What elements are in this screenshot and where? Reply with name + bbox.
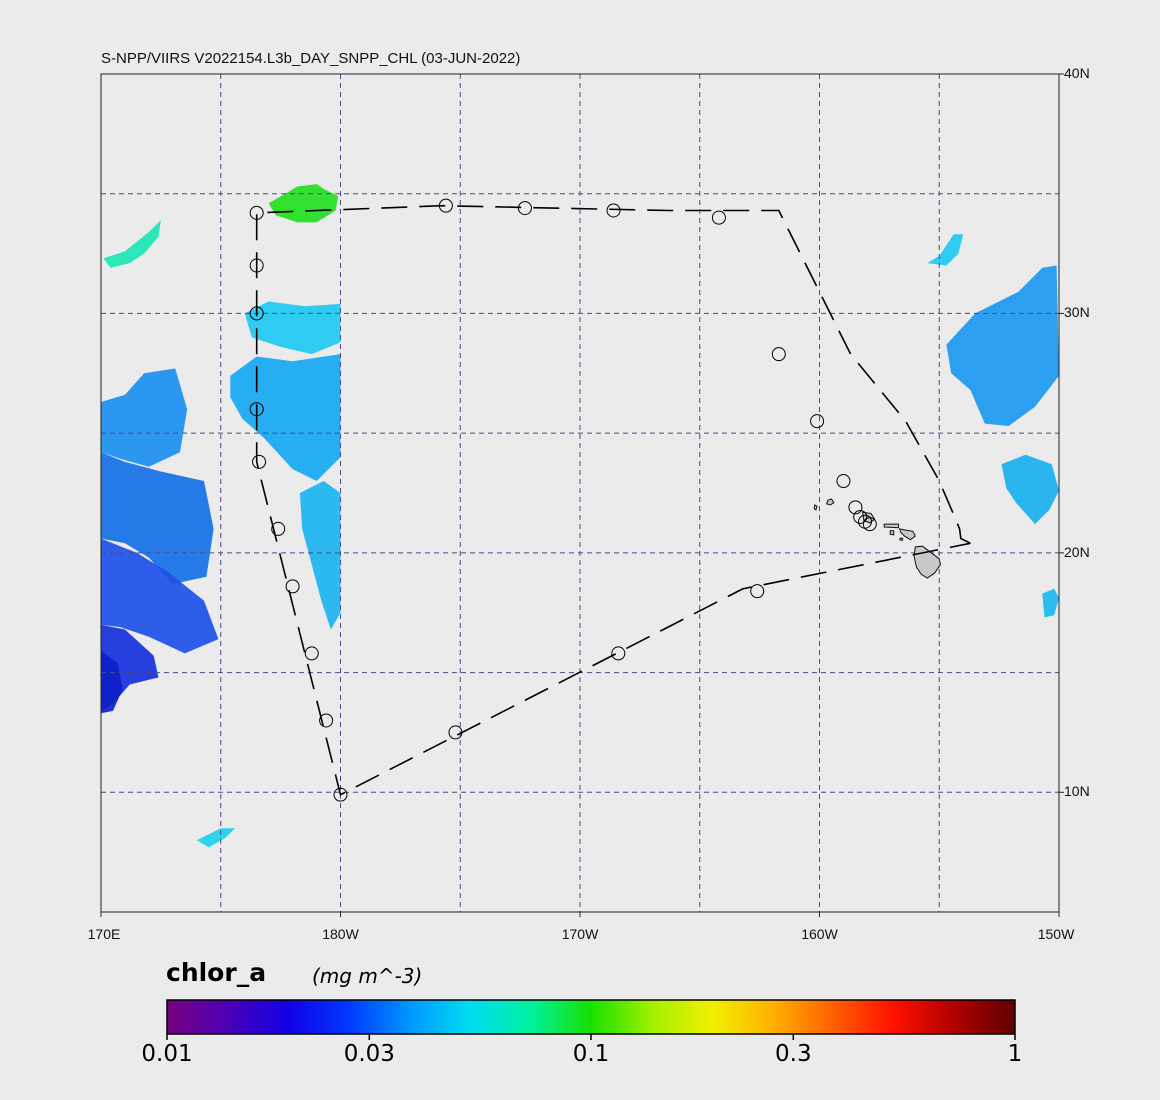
- map-title: S-NPP/VIIRS V2022154.L3b_DAY_SNPP_CHL (0…: [101, 50, 521, 67]
- island-kauai: [826, 498, 835, 506]
- colorbar-gradient: [166, 999, 1016, 1035]
- station-marker: [611, 646, 626, 661]
- chl-patch: [1001, 454, 1059, 525]
- station-marker: [750, 584, 765, 599]
- station-marker: [252, 454, 267, 469]
- station-marker: [249, 258, 264, 273]
- island-hawaii: [913, 545, 941, 579]
- lon-label: 170E: [87, 926, 121, 942]
- station-marker: [448, 725, 463, 740]
- island-molokai: [883, 523, 899, 529]
- lat-label: 40N: [1064, 65, 1090, 81]
- chl-patch: [103, 220, 161, 268]
- chl-patch: [101, 538, 219, 654]
- chl-patch: [946, 265, 1059, 426]
- station-marker: [285, 579, 300, 594]
- lat-label: 20N: [1064, 543, 1090, 560]
- colorbar-tick-label: 0.3: [775, 1041, 812, 1067]
- station-marker: [271, 521, 286, 536]
- island-kahoolawe: [898, 537, 904, 542]
- station-marker: [333, 787, 348, 802]
- station-marker: [810, 414, 825, 429]
- station-marker: [836, 474, 851, 489]
- station-marker: [711, 210, 726, 225]
- hawaiian-islands: [813, 498, 941, 579]
- chl-patch: [101, 651, 123, 714]
- chl-patch: [299, 481, 341, 630]
- chlorophyll-data-layer: [101, 184, 1059, 848]
- chl-patch: [101, 452, 214, 584]
- lat-label: 30N: [1064, 304, 1090, 321]
- cruise-track: [255, 204, 971, 796]
- chl-patch: [230, 354, 341, 481]
- station-marker: [848, 500, 863, 515]
- colorbar-tick-label: 1: [1007, 1041, 1023, 1067]
- chl-patch: [927, 234, 964, 266]
- station-marker: [771, 347, 786, 362]
- lon-label: 160W: [801, 926, 838, 942]
- axis-ticks: [100, 73, 1064, 917]
- chl-patch: [1042, 588, 1059, 618]
- island-maui: [898, 528, 916, 541]
- lon-label: 170W: [561, 926, 599, 942]
- chl-patch: [101, 368, 188, 467]
- colorbar-tick-label: 0.03: [343, 1041, 395, 1067]
- station-marker: [304, 646, 319, 661]
- colorbar-units: (mg m^-3): [312, 964, 423, 988]
- station-marker: [249, 306, 264, 321]
- cruise-track-line: [255, 204, 971, 796]
- colorbar-title: chlor_a: [166, 958, 267, 987]
- station-marker: [249, 205, 264, 220]
- colorbar-ticks: [166, 1034, 1016, 1040]
- cruise-stations: [249, 198, 877, 802]
- station-marker: [517, 201, 532, 216]
- lon-label: 180W: [322, 926, 359, 942]
- station-marker: [606, 203, 621, 218]
- island-lanai: [889, 530, 895, 536]
- station-marker: [853, 509, 868, 524]
- colorbar-tick-label: 0.1: [572, 1041, 610, 1067]
- lon-label: 150W: [1037, 926, 1075, 942]
- lat-label: 10N: [1064, 783, 1090, 800]
- station-marker: [319, 713, 334, 728]
- island-niihau: [813, 504, 818, 511]
- colorbar-tick-label: 0.01: [141, 1041, 193, 1067]
- station-marker: [249, 402, 264, 417]
- station-marker: [438, 198, 453, 213]
- chl-patch: [196, 828, 236, 848]
- station-marker: [862, 517, 877, 532]
- chl-patch: [244, 301, 341, 355]
